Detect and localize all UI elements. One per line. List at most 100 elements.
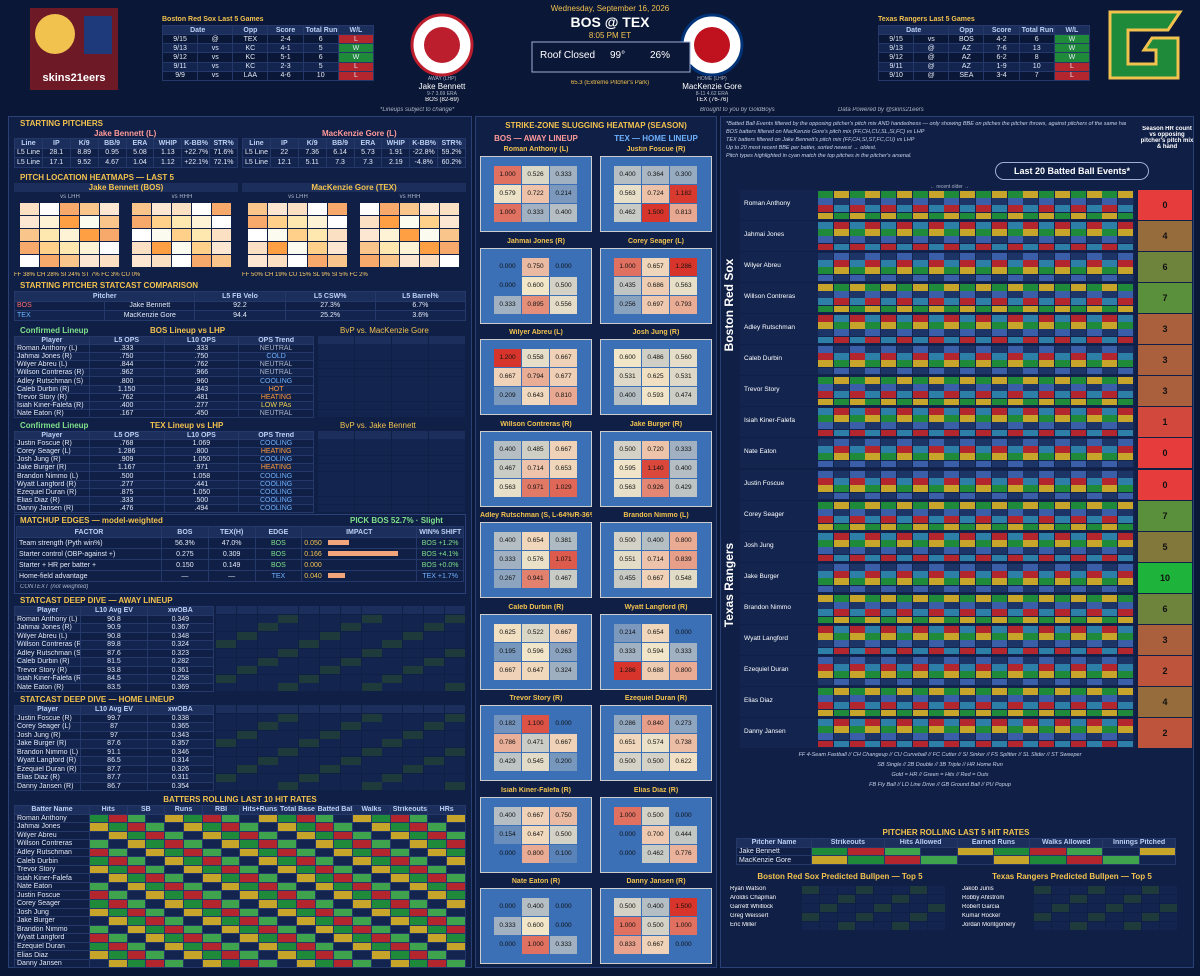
rate-cell [276,839,297,849]
bbe-cell [1086,398,1102,406]
bbe-cell [1118,329,1134,336]
rate-cell [314,822,335,832]
bbe-cell [1055,360,1070,367]
bbe-cell [912,291,928,298]
batter-name: Danny Jansen [744,728,786,735]
zone-cell [380,242,399,254]
bbe-cell [1055,726,1070,733]
row-name: Caleb Durbin [14,856,90,866]
bbe-cell [849,377,865,384]
zone-cell [212,255,231,267]
bbe-cell [1070,205,1086,212]
statcast-cell [236,631,257,640]
bbe-cell [1070,564,1086,571]
bbe-cell [1055,695,1070,702]
bbe-cell [897,564,912,571]
bbe-cell [1039,533,1055,540]
bbe-cell [1007,205,1023,212]
table-cell: COOLING [238,503,314,513]
bbe-cell [881,485,897,492]
bbe-cell [897,733,912,740]
zone-cell [288,255,307,267]
zone-cell: 0.563 [614,478,641,497]
section-title: STARTING PITCHER STATCAST COMPARISON [20,281,199,290]
zone-cell [380,229,399,241]
bbe-cell [1039,609,1055,616]
table-cell: Isiah Kiner-Falefa (R) [14,674,82,684]
rate-cell [239,856,260,866]
table-cell: AZ [948,52,985,63]
column-header: Player [14,336,90,346]
bbe-cell [1007,664,1023,671]
statcast-cell [382,649,403,657]
bbe-cell [1039,191,1055,198]
rate-cell [408,813,429,824]
rate-cell [239,924,260,935]
bvp-cell [392,377,428,385]
precipitation: 26% [650,50,671,61]
table-row: L5 Line 22 7.36 6.14 5.73 1.91 -22.8% 59.2% [242,147,466,159]
bbe-cell [976,585,991,593]
bbe-cell [991,305,1007,313]
bbe-cell [1023,429,1039,437]
bbe-cell [1086,523,1102,531]
bbe-cell [991,523,1007,531]
statcast-cell [257,773,278,782]
section-title: TEX Lineup vs LHP [150,421,224,430]
statcast-cell [299,748,320,756]
table-cell: 9.52 [69,157,99,168]
statcast-cell [299,674,320,683]
statcast-cell [278,722,299,731]
bbe-cell [1086,191,1102,198]
statcast-cell [236,657,257,666]
bbe-cell [991,688,1007,695]
statcast-cell [299,773,320,782]
bbe-cell [1118,523,1134,531]
bullpen-cell [874,895,891,903]
table-wrap: Player L5 OPS L10 OPS OPS Trend Roman Anthon… [14,336,314,418]
rate-cell [145,958,166,969]
statcast-cell [403,683,424,692]
bbe-cell [928,377,944,384]
bbe-cell [1007,509,1023,516]
bbe-cell [1118,191,1134,198]
statcast-cell [382,657,403,666]
bbe-cell [1007,384,1023,391]
bbe-cell [865,298,881,305]
bbe-cell [833,492,849,500]
column-header: Strikeouts [389,805,429,815]
bbe-cell [897,678,912,686]
bbe-cell [1023,585,1039,593]
zone-cell: 1.000 [494,166,521,184]
statcast-cell [257,657,278,666]
bbe-cell [912,540,928,547]
bbe-cell [928,398,944,406]
statcast-cell [403,748,424,756]
bbe-cell [1102,253,1118,260]
table-cell: — [207,570,256,582]
table-cell: @ [197,34,234,45]
bullpen-cell [838,895,855,903]
bbe-cell [865,492,881,500]
bvp-cell [392,385,428,393]
zone-cell: 0.926 [642,478,669,497]
table-cell: NEUTRAL [238,344,314,354]
zone-cell: 0.548 [670,570,697,588]
table: Date Opp Score Total Runs W/L 9/15 @ TEX 2-4 6 L 9/… [162,25,374,81]
bbe-cell [960,329,976,336]
bbe-cell [976,391,991,398]
bvp-cell [392,447,428,455]
table-cell: 0.348 [146,631,214,641]
bbe-cell [1086,678,1102,686]
bbe-cell [849,291,865,298]
bbe-cell [912,478,928,485]
bbe-cell [897,391,912,398]
bbe-cell [1086,516,1102,523]
rate-cell [258,916,278,926]
bbe-cell [928,439,944,446]
rate-cell [107,916,128,926]
table-row: Wyatt Langford (R) 86.5 0.314 [14,756,214,766]
bbe-cell [1086,609,1102,616]
column-header: Total Runs [302,25,339,36]
bvp-cell [392,463,428,472]
